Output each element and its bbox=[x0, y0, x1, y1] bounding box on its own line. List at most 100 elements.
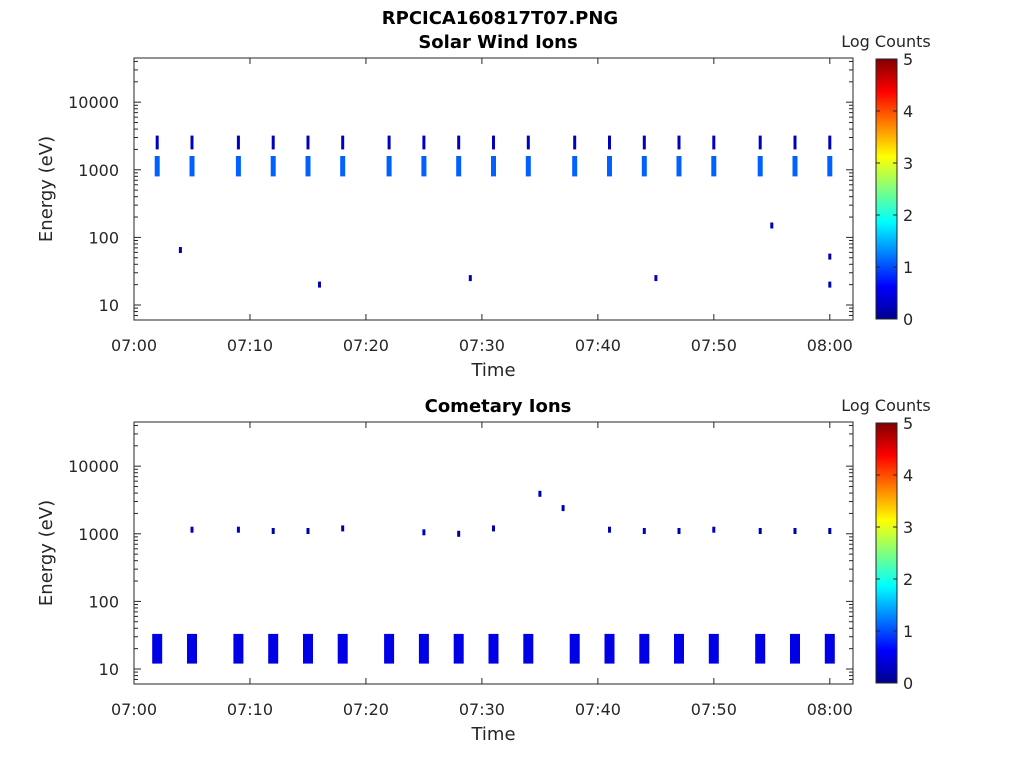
panel2-title: Cometary Ions bbox=[425, 396, 572, 417]
panel1-title: Solar Wind Ions bbox=[418, 32, 577, 53]
panel-2: 07:00 07:10 07:20 07:30 07:40 07:50 08:0010100… bbox=[36, 396, 931, 745]
data-point-1 bbox=[178, 247, 182, 253]
data-point-10 bbox=[561, 505, 565, 512]
data-block-19-1 bbox=[824, 633, 835, 664]
data-block-6-1 bbox=[337, 633, 348, 664]
x-tick-label: 07:40 bbox=[575, 700, 621, 719]
data-block-19-1 bbox=[827, 156, 833, 177]
x-tick-label: 07:40 bbox=[575, 336, 621, 355]
data-block-1-1 bbox=[152, 633, 163, 664]
y-tick-label: 1000 bbox=[78, 525, 119, 544]
x-tick-label: 07:10 bbox=[227, 336, 273, 355]
colorbar-tick-label: 0 bbox=[903, 674, 913, 693]
data-block-9-2 bbox=[457, 135, 461, 150]
data-block-12-1 bbox=[569, 633, 580, 664]
data-block-5-1 bbox=[303, 633, 313, 664]
data-point-11 bbox=[608, 526, 611, 533]
data-block-10-2 bbox=[492, 135, 495, 150]
data-point-5 bbox=[341, 525, 345, 532]
colorbar-label: Log Counts bbox=[841, 396, 931, 415]
y-tick-label: 10000 bbox=[68, 93, 119, 112]
data-block-10-1 bbox=[488, 633, 499, 664]
data-block-17-2 bbox=[758, 135, 762, 150]
y-tick-label: 10 bbox=[99, 660, 119, 679]
data-point-6 bbox=[828, 281, 832, 288]
x-tick-label: 07:00 bbox=[111, 336, 157, 355]
data-block-2-1 bbox=[189, 156, 195, 177]
data-block-16-2 bbox=[712, 135, 716, 150]
x-tick-label: 07:50 bbox=[691, 700, 737, 719]
data-point-2 bbox=[236, 526, 240, 533]
colorbar-tick-label: 4 bbox=[903, 466, 913, 485]
data-block-11-1 bbox=[523, 633, 534, 664]
x-tick-label: 07:30 bbox=[459, 700, 505, 719]
data-block-12-2 bbox=[573, 135, 577, 150]
data-block-4-1 bbox=[270, 156, 276, 177]
data-block-2-1 bbox=[187, 633, 197, 664]
data-point-8 bbox=[492, 525, 495, 532]
colorbar-tick-label: 5 bbox=[903, 414, 913, 433]
x-tick-label: 07:00 bbox=[111, 700, 157, 719]
data-block-8-2 bbox=[422, 135, 426, 150]
y-axis-label: Energy (eV) bbox=[36, 500, 57, 606]
data-block-9-1 bbox=[453, 633, 464, 664]
x-axis-label: Time bbox=[470, 724, 515, 745]
figure-title: RPCICA160817T07.PNG bbox=[382, 8, 618, 29]
colorbar-tick-label: 1 bbox=[903, 622, 913, 641]
data-block-16-1 bbox=[708, 633, 719, 664]
data-block-15-2 bbox=[677, 135, 681, 150]
colorbar-tick-label: 2 bbox=[903, 206, 913, 225]
data-block-7-2 bbox=[387, 135, 391, 150]
data-point-3 bbox=[468, 275, 472, 282]
data-block-8-1 bbox=[421, 156, 427, 177]
data-point-13 bbox=[677, 528, 681, 534]
data-point-14 bbox=[712, 526, 716, 533]
x-tick-label: 08:00 bbox=[807, 336, 853, 355]
plot-frame bbox=[133, 421, 854, 685]
colorbar-tick-label: 4 bbox=[903, 102, 913, 121]
data-block-12-1 bbox=[572, 156, 578, 177]
data-point-4 bbox=[306, 528, 310, 534]
x-tick-label: 07:50 bbox=[691, 336, 737, 355]
data-point-17 bbox=[828, 528, 832, 534]
data-point-15 bbox=[758, 528, 762, 534]
data-block-6-1 bbox=[340, 156, 346, 177]
data-block-4-2 bbox=[271, 135, 275, 150]
x-tick-label: 07:10 bbox=[227, 700, 273, 719]
data-block-11-1 bbox=[525, 156, 531, 177]
data-block-3-1 bbox=[233, 633, 244, 664]
data-block-15-1 bbox=[674, 633, 684, 664]
data-block-9-1 bbox=[456, 156, 462, 177]
data-point-2 bbox=[318, 281, 321, 288]
colorbar-tick-label: 3 bbox=[903, 518, 913, 537]
y-tick-label: 10 bbox=[99, 296, 119, 315]
data-block-10-1 bbox=[491, 156, 496, 177]
data-block-8-1 bbox=[418, 633, 429, 664]
data-block-19-2 bbox=[828, 135, 832, 150]
colorbar-tick-label: 2 bbox=[903, 570, 913, 589]
data-block-17-1 bbox=[755, 633, 766, 664]
data-point-16 bbox=[793, 528, 797, 534]
data-block-3-1 bbox=[235, 156, 241, 177]
data-block-13-2 bbox=[608, 135, 611, 150]
colorbar-tick-label: 0 bbox=[903, 310, 913, 329]
data-block-1-2 bbox=[155, 135, 159, 150]
x-tick-label: 08:00 bbox=[807, 700, 853, 719]
data-point-7 bbox=[457, 530, 461, 537]
y-axis-label: Energy (eV) bbox=[36, 136, 57, 242]
data-block-14-1 bbox=[639, 633, 650, 664]
data-point-1 bbox=[190, 526, 194, 533]
data-block-4-1 bbox=[268, 633, 279, 664]
colorbar-tick-label: 1 bbox=[903, 258, 913, 277]
data-block-14-1 bbox=[641, 156, 647, 177]
x-tick-label: 07:20 bbox=[343, 700, 389, 719]
x-tick-label: 07:30 bbox=[459, 336, 505, 355]
data-point-5 bbox=[770, 222, 774, 229]
data-block-6-2 bbox=[341, 135, 345, 150]
data-block-18-2 bbox=[793, 135, 797, 150]
data-point-3 bbox=[271, 528, 275, 534]
